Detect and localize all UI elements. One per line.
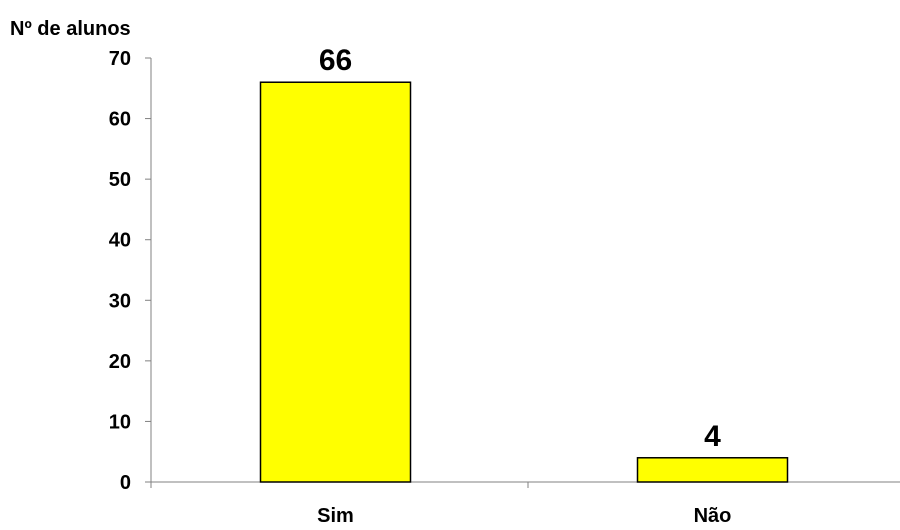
bar-sim (259, 81, 412, 483)
data-label: 4 (704, 420, 721, 453)
x-tick-label: Sim (317, 505, 354, 525)
x-axis: Sim Não (150, 481, 900, 527)
bar-nao (636, 457, 789, 483)
y-tick-label: 50 (109, 169, 131, 191)
y-tick-label: 30 (109, 290, 131, 312)
y-tick-label: 60 (109, 109, 131, 131)
y-tick-label: 40 (109, 230, 131, 252)
y-tick-label: 20 (109, 351, 131, 373)
y-tick-label: 0 (120, 472, 131, 494)
data-label: 66 (319, 44, 352, 77)
y-tick-label: 70 (109, 48, 131, 70)
bars (259, 81, 789, 483)
y-tick-label: 10 (109, 411, 131, 433)
y-axis-title: Nº de alunos (10, 18, 131, 40)
y-axis: 0 10 20 30 40 50 60 70 (109, 48, 152, 494)
x-tick-label: Não (694, 505, 732, 525)
data-labels: 66 4 (319, 44, 721, 453)
